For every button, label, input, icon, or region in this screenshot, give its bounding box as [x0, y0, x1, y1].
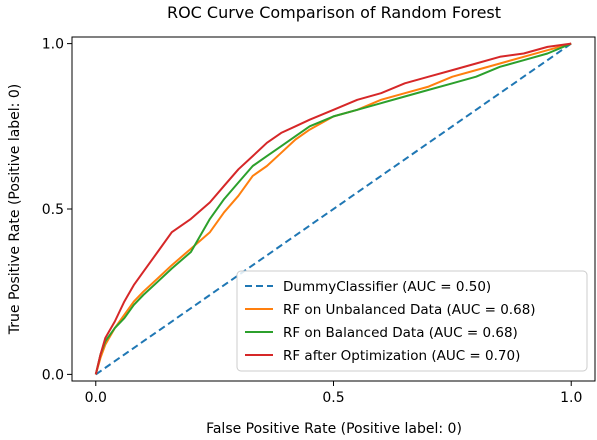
legend-label: RF on Unbalanced Data (AUC = 0.68) [283, 302, 536, 318]
x-tick-label: 1.0 [560, 390, 582, 406]
y-tick-label: 0.0 [42, 367, 64, 383]
series-line-3 [94, 42, 572, 375]
x-axis-ticks: 0.0 0.5 1.0 [85, 381, 582, 406]
y-tick-label: 0.5 [42, 202, 64, 218]
legend-box [236, 270, 588, 372]
x-tick-label: 0.0 [85, 390, 107, 406]
legend-label: DummyClassifier (AUC = 0.50) [283, 279, 491, 295]
y-axis-ticks: 0.0 0.5 1.0 [42, 37, 72, 383]
series-lines [94, 42, 572, 376]
series-line-2 [94, 42, 572, 375]
legend-label: RF on Balanced Data (AUC = 0.68) [283, 325, 518, 341]
legend: DummyClassifier (AUC = 0.50) RF on Unbala… [236, 270, 588, 372]
y-axis-label: True Positive Rate (Positive label: 0) [7, 84, 23, 335]
x-axis-label: False Positive Rate (Positive label: 0) [206, 421, 462, 437]
y-tick-label: 1.0 [42, 37, 64, 53]
chart-title: ROC Curve Comparison of Random Forest [167, 3, 501, 22]
series-line-0 [95, 42, 572, 376]
series-line-1 [94, 42, 572, 375]
x-tick-label: 0.5 [322, 390, 344, 406]
legend-label: RF after Optimization (AUC = 0.70) [283, 348, 520, 364]
